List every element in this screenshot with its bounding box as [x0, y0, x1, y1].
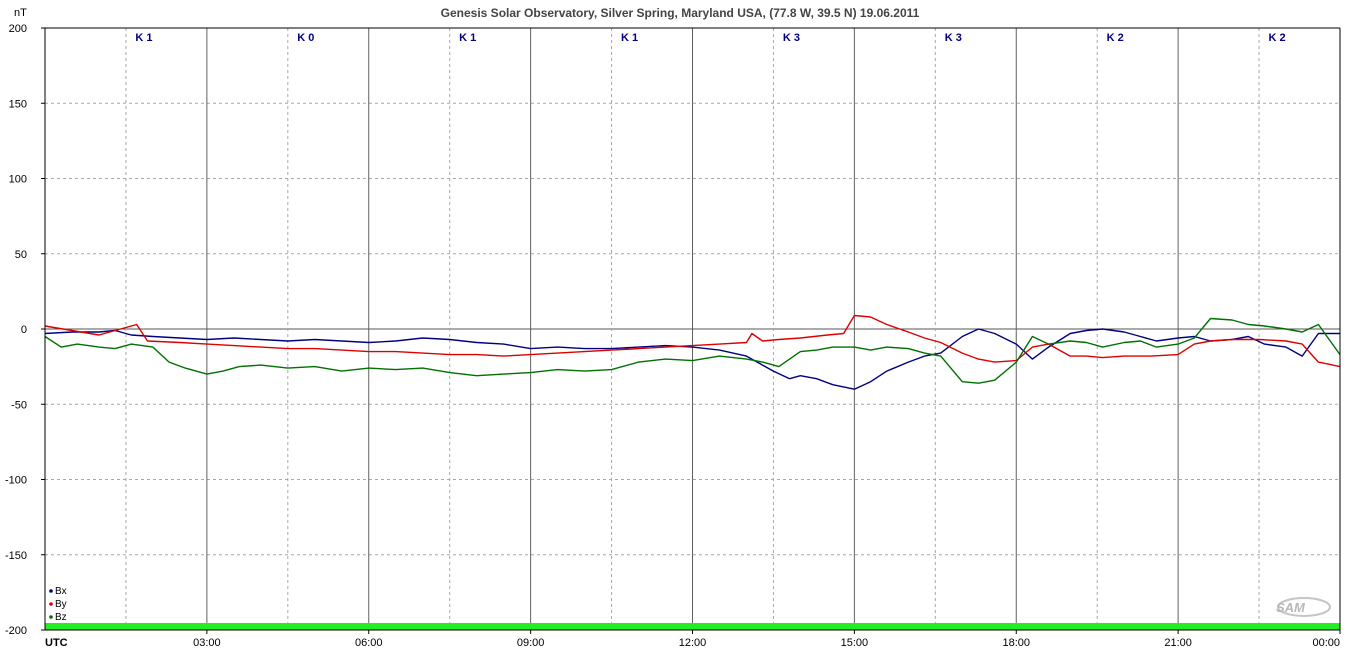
y-tick-label: 200: [9, 23, 27, 35]
x-tick-label: 21:00: [1164, 637, 1192, 649]
k-index-label: K 3: [783, 32, 800, 44]
logo-text: SAM: [1276, 600, 1306, 615]
y-tick-label: -200: [5, 625, 27, 637]
sam-logo: SAM: [1276, 597, 1331, 617]
x-tick-label: 00:00: [1312, 637, 1340, 649]
x-axis-label: UTC: [45, 637, 68, 649]
x-tick-label: 18:00: [1002, 637, 1030, 649]
x-tick-label: 06:00: [355, 637, 383, 649]
legend: Bx By Bz: [49, 586, 67, 623]
y-tick-label: 150: [9, 98, 27, 110]
series-line-by: [44, 314, 1341, 368]
series-lines: [44, 314, 1341, 390]
legend-label: Bz: [55, 612, 67, 623]
k-index-labels: K 1 K 0 K 1 K 1 K 3 K 3 K 2 K 2: [135, 32, 1285, 44]
y-tick-label: 50: [15, 249, 27, 261]
y-tick-labels: 200 150 100 50 0 -50 -100 -150 -200: [5, 23, 45, 637]
k-index-label: K 1: [135, 32, 152, 44]
k-index-label: K 0: [297, 32, 314, 44]
y-tick-label: -150: [5, 550, 27, 562]
k-index-label: K 1: [621, 32, 638, 44]
y-tick-label: -50: [11, 399, 27, 411]
logo-swoosh-icon: [1277, 597, 1331, 617]
y-axis-unit-label: nT: [14, 7, 27, 19]
legend-label: By: [55, 599, 67, 610]
legend-marker: [49, 615, 53, 619]
k-index-label: K 2: [1269, 32, 1286, 44]
legend-marker: [49, 589, 53, 593]
series-line-bz: [44, 317, 1341, 384]
legend-marker: [49, 602, 53, 606]
x-tick-labels: 03:00 06:00 09:00 12:00 15:00 18:00 21:00 00:00: [193, 630, 1341, 649]
legend-label: Bx: [55, 586, 67, 597]
x-tick-label: 15:00: [841, 637, 869, 649]
x-tick-label: 09:00: [517, 637, 545, 649]
y-tick-label: -100: [5, 475, 27, 487]
k-index-label: K 2: [1107, 32, 1124, 44]
y-tick-label: 100: [9, 174, 27, 186]
data-coverage-bar: [45, 623, 1340, 630]
k-index-label: K 3: [945, 32, 962, 44]
y-tick-label: 0: [21, 324, 27, 336]
chart-title: Genesis Solar Observatory, Silver Spring…: [441, 6, 920, 20]
x-tick-label: 12:00: [679, 637, 707, 649]
x-tick-label: 03:00: [193, 637, 221, 649]
series-line-bx: [44, 328, 1340, 390]
k-index-label: K 1: [459, 32, 476, 44]
